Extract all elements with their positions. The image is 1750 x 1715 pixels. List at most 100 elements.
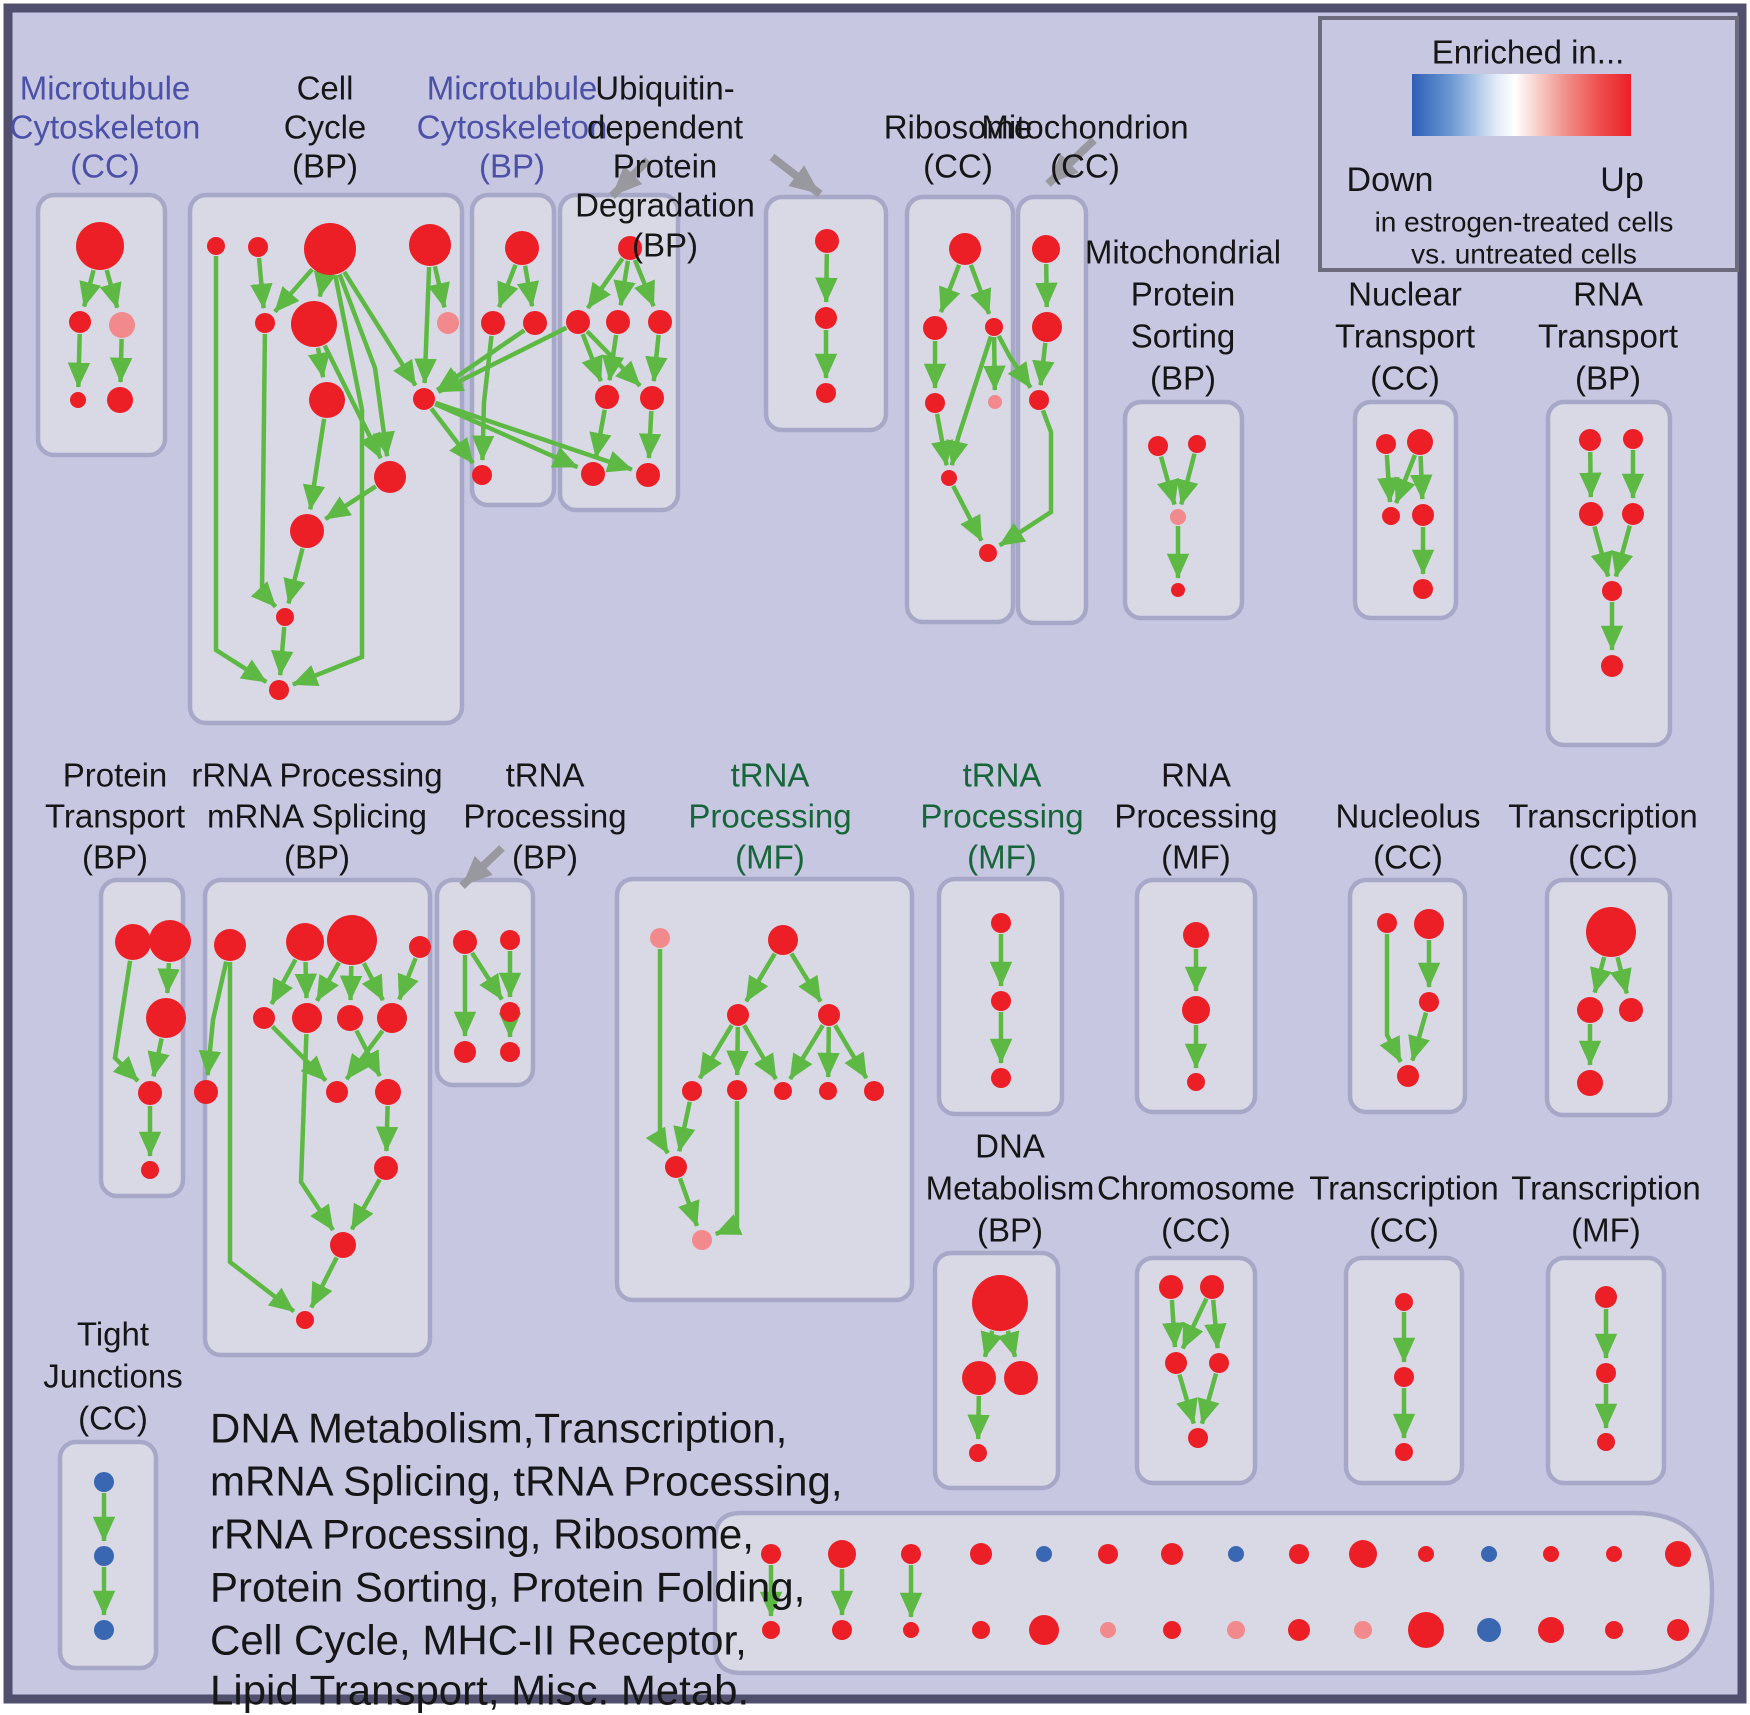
cluster-rrna-processing-mrna-splicing-bp-label-line-0: rRNA Processing — [191, 757, 442, 794]
edge-trna-processing-bp-0 — [470, 951, 504, 1001]
misc-list-line-1: mRNA Splicing, tRNA Processing, — [210, 1458, 843, 1505]
edge-microtubule-cytoskeleton-cc-0 — [79, 269, 102, 308]
edge-cell-cycle-10 — [322, 344, 383, 460]
node-cell-cycle-j — [374, 461, 406, 493]
bottom-node-9-bottom — [1288, 1619, 1310, 1641]
cluster-trna-processing-mf-1-label-line-1: Processing — [688, 798, 851, 835]
legend-up-label: Up — [1600, 161, 1643, 199]
node-ubiquitin-degradation-bp-1-G — [636, 463, 660, 487]
gray-pointer-arrow-2 — [1045, 137, 1097, 187]
node-transcription-cc-1-ML — [1577, 997, 1603, 1023]
node-ribosome-cc-M — [941, 470, 957, 486]
node-mitochondrial-protein-sorting-bp-PM — [1170, 509, 1186, 525]
node-ubiquitin-degradation-bp-1-D — [595, 385, 619, 409]
bottom-node-14-bottom — [1605, 1621, 1623, 1639]
node-ribosome-cc-T — [949, 233, 981, 265]
node-trna-processing-mf-2-n3 — [991, 1068, 1011, 1088]
edge-microtubule-cytoskeleton-bp-0 — [497, 263, 519, 308]
legend-down-label: Down — [1347, 161, 1434, 199]
edge-rrna-processing-mrna-splicing-bp-0 — [198, 961, 229, 1076]
cluster-nuclear-transport-cc-label-line-2: (CC) — [1370, 360, 1440, 397]
node-ubiquitin-degradation-bp-2-u1 — [815, 229, 839, 253]
edge-trna-processing-mf-1-7 — [833, 1024, 869, 1080]
layer-edges — [67, 137, 1645, 1618]
bottom-node-4-bottom — [972, 1621, 990, 1639]
layer-nodes — [69, 222, 1691, 1648]
cluster-rrna-processing-mrna-splicing-bp-label-line-1: mRNA Splicing — [207, 798, 427, 835]
cluster-microtubule-cytoskeleton-bp-label-line-0: Microtubule — [427, 70, 598, 107]
cluster-tight-junctions-cc-label-line-2: (CC) — [78, 1400, 148, 1437]
edge-microtubule-cytoskeleton-cc-1 — [99, 269, 122, 309]
node-trna-processing-bp-TL — [453, 930, 477, 954]
edge-ribosome-cc-5 — [946, 335, 994, 467]
node-trna-processing-mf-1-r1 — [682, 1081, 702, 1101]
edge-transcription-cc-1-1 — [1609, 956, 1632, 995]
edge-cell-cycle-5 — [337, 273, 395, 458]
edge-ubiquitin-degradation-bp-1-3 — [580, 333, 603, 382]
node-ribosome-cc-B — [979, 544, 997, 562]
bottom-node-9-top — [1289, 1544, 1309, 1564]
cluster-trna-processing-bp-label-line-1: Processing — [463, 798, 626, 835]
bottom-node-10-top — [1349, 1540, 1377, 1568]
node-rna-processing-mf-n3 — [1187, 1073, 1205, 1091]
misc-list-line-2: rRNA Processing, Ribosome, — [210, 1511, 754, 1558]
cluster-dna-metabolism-bp-label-line-2: (BP) — [977, 1212, 1043, 1249]
node-rrna-processing-mrna-splicing-bp-E — [292, 1003, 322, 1033]
edge-protein-transport-bp-1 — [157, 962, 180, 994]
node-mitochondrial-protein-sorting-bp-TR — [1188, 435, 1206, 453]
edge-rrna-processing-mrna-splicing-bp-3 — [294, 961, 318, 999]
cluster-ubiquitin-degradation-bp-1-label-line-4: (BP) — [632, 227, 698, 264]
node-protein-transport-bp-bt — [141, 1161, 159, 1179]
bottom-node-11-bottom — [1408, 1612, 1444, 1648]
edge-cell-cycle-15 — [271, 626, 294, 676]
edge-trna-processing-mf-1-11 — [677, 1177, 700, 1227]
edge-chromosome-cc-1 — [1180, 1297, 1209, 1350]
bottom-node-5-top — [1036, 1546, 1052, 1562]
edge-rrna-processing-mrna-splicing-bp-4 — [315, 961, 341, 1002]
legend-gradient-bar — [1412, 74, 1631, 136]
edge-ribosome-cc-3 — [983, 336, 1006, 391]
node-rrna-processing-mrna-splicing-bp-Cc — [409, 936, 431, 958]
node-nucleolus-cc-TL — [1377, 913, 1397, 933]
cluster-trna-processing-mf-1-label-line-2: (MF) — [735, 839, 805, 876]
node-dna-metabolism-bp-LR — [1004, 1361, 1038, 1395]
cross-edge-3 — [434, 400, 633, 473]
cluster-trna-processing-mf-2-label-line-1: Processing — [920, 798, 1083, 835]
bottom-panel-box — [712, 1510, 1715, 1676]
edge-cell-cycle-14 — [250, 333, 278, 609]
node-rrna-processing-mrna-splicing-bp-A — [286, 923, 324, 961]
bottom-node-4-top — [970, 1543, 992, 1565]
edge-rrna-processing-mrna-splicing-bp-8 — [270, 1024, 328, 1083]
edge-trna-processing-mf-1-6 — [817, 1026, 840, 1078]
edge-microtubule-cytoskeleton-cc-3 — [109, 338, 133, 383]
node-rna-transport-bp-TR — [1623, 429, 1643, 449]
cluster-mitochondrial-protein-sorting-bp-label-line-2: Sorting — [1131, 318, 1236, 355]
node-mitochondrion-cc-T — [1032, 235, 1060, 263]
cluster-microtubule-cytoskeleton-cc-label-line-2: (CC) — [70, 148, 140, 185]
legend-box — [1318, 16, 1739, 272]
edge-cell-cycle-2 — [273, 267, 314, 314]
cluster-rna-processing-mf-label-line-0: RNA — [1161, 757, 1231, 794]
cluster-nuclear-transport-cc-box — [1352, 399, 1459, 621]
cluster-transcription-mf-label-line-1: (MF) — [1571, 1212, 1641, 1249]
node-cell-cycle-f — [291, 301, 337, 347]
cluster-dna-metabolism-bp-label-line-1: Metabolism — [926, 1170, 1095, 1207]
node-dna-metabolism-bp-B — [969, 1444, 987, 1462]
node-cell-cycle-k — [290, 514, 324, 548]
cluster-dna-metabolism-bp-label-line-0: DNA — [975, 1128, 1045, 1165]
node-microtubule-cytoskeleton-cc-bl — [70, 392, 86, 408]
edge-mitochondrion-cc-0 — [1035, 263, 1058, 308]
node-transcription-cc-2-n1 — [1395, 1293, 1413, 1311]
node-chromosome-cc-MR — [1209, 1353, 1229, 1373]
node-dna-metabolism-bp-LL — [962, 1361, 996, 1395]
node-rna-transport-bp-B — [1601, 655, 1623, 677]
cluster-microtubule-cytoskeleton-cc-label-line-1: Cytoskeleton — [10, 109, 201, 146]
cluster-rna-transport-bp-label-line-0: RNA — [1573, 276, 1643, 313]
node-rrna-processing-mrna-splicing-bp-LL — [194, 1080, 218, 1104]
cluster-trna-processing-mf-1-box — [614, 876, 915, 1303]
edge-ubiquitin-degradation-bp-1-7 — [589, 409, 612, 459]
node-rna-processing-mf-n1 — [1183, 922, 1209, 948]
edge-rrna-processing-mrna-splicing-bp-2 — [269, 958, 298, 1005]
gray-pointer-arrow-3 — [459, 845, 505, 889]
